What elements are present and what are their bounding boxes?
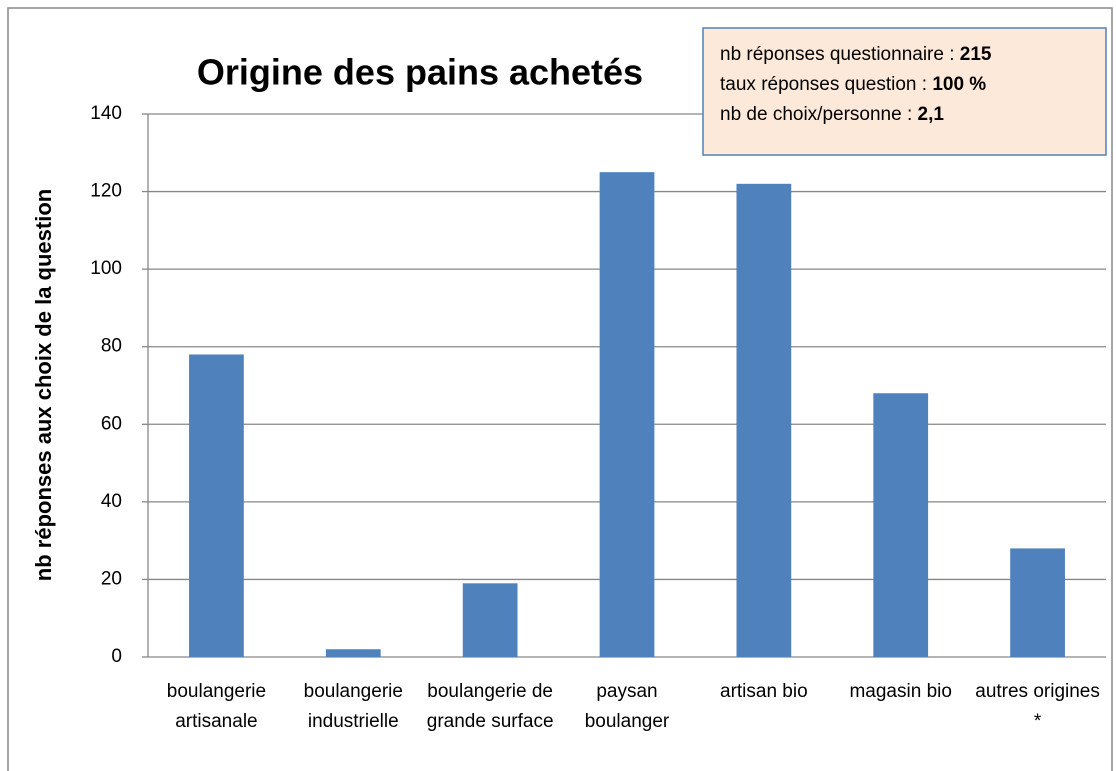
info-value: 2,1 (918, 104, 945, 125)
bar (736, 183, 792, 658)
y-tick-label: 140 (90, 103, 122, 124)
x-tick-label: boulangerie de grande surface (426, 681, 554, 732)
x-tick-label: autres origines * (975, 681, 1100, 732)
info-line: nb de choix/personne : 2,1 (720, 104, 944, 125)
x-tick-label: boulangerie artisanale (166, 681, 267, 732)
y-tick-label: 40 (101, 491, 122, 512)
y-tick-label: 0 (111, 646, 122, 667)
bar (873, 393, 929, 657)
bar (1010, 548, 1065, 657)
info-line: nb réponses questionnaire : 215 (720, 44, 992, 65)
y-tick-label: 20 (101, 568, 122, 589)
bar (462, 583, 518, 657)
x-tick-label: boulangerie industrielle (303, 681, 403, 732)
info-label: taux réponses question : (720, 74, 932, 95)
info-line: taux réponses question : 100 % (720, 74, 986, 95)
chart-title: Origine des pains achetés (197, 52, 643, 93)
y-tick-label: 80 (101, 336, 122, 357)
bar (325, 649, 381, 657)
x-tick-label: paysan boulanger (584, 681, 670, 732)
bar (189, 354, 244, 657)
y-tick-label: 60 (101, 413, 122, 434)
x-tick-label: artisan bio (720, 681, 808, 702)
y-axis-label: nb réponses aux choix de la question (31, 189, 56, 581)
bar (599, 172, 655, 657)
info-value: 100 % (932, 74, 986, 95)
y-tick-label: 100 (90, 258, 122, 279)
x-tick-label: magasin bio (849, 681, 952, 702)
y-tick-label: 120 (90, 181, 122, 202)
info-value: 215 (960, 44, 992, 65)
info-label: nb de choix/personne : (720, 104, 918, 125)
info-label: nb réponses questionnaire : (720, 44, 960, 65)
info-box (702, 27, 1107, 156)
